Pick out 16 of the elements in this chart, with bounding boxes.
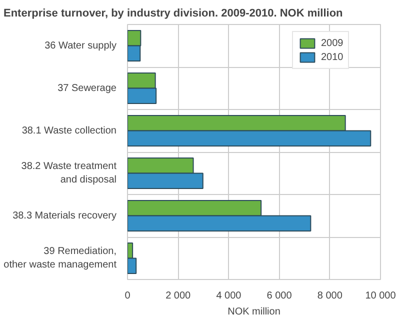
legend-label: 2010	[321, 52, 344, 62]
x-tick-label: 6 000	[266, 290, 292, 302]
x-tick-label: 10 000	[365, 290, 396, 302]
x-tick-label: 0	[124, 290, 131, 302]
x-tick-label: 8 000	[317, 290, 343, 302]
x-axis-title: NOK million	[228, 306, 280, 318]
chart-title: Enterprise turnover, by industry division. 2009-2010. NOK million	[4, 8, 344, 20]
y-tick-label: 38.3 Materials recovery	[12, 210, 117, 222]
x-tick-label: 2 000	[166, 290, 192, 302]
y-tick-label: 37 Sewerage	[58, 82, 117, 94]
legend-label: 2009	[321, 38, 344, 48]
y-tick-label: 38.2 Waste treatment and disposal	[21, 161, 117, 186]
x-tick-label: 4 000	[216, 290, 242, 302]
y-tick-label: 36 Water supply	[44, 40, 117, 52]
y-tick-label: 38.1 Waste collection	[22, 125, 117, 136]
y-tick-label: 39 Remediation, other waste management	[4, 246, 117, 270]
